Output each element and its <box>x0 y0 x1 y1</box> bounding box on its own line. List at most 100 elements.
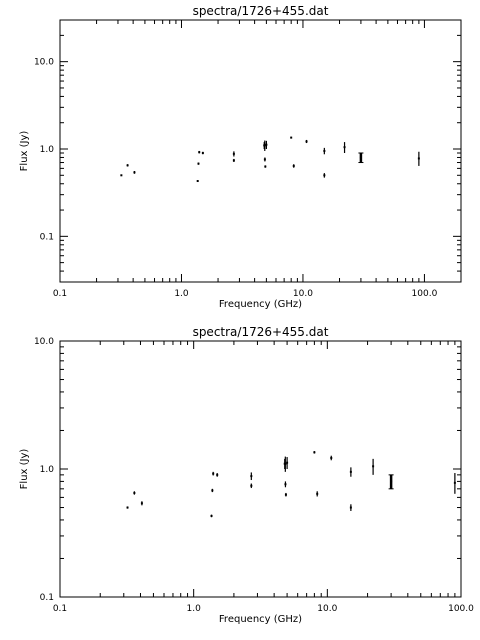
data-point <box>284 492 287 497</box>
x-tick-label: 1.0 <box>187 604 202 614</box>
point-marker <box>323 174 326 177</box>
data-point <box>198 150 201 154</box>
x-tick-label: 10.0 <box>293 289 313 299</box>
point-marker <box>349 470 352 473</box>
data-point <box>212 471 215 476</box>
data-point <box>126 164 129 167</box>
x-tick-label: 0.1 <box>53 289 67 299</box>
point-marker <box>286 461 289 464</box>
data-point <box>263 157 266 162</box>
data-point <box>201 151 204 155</box>
data-point <box>133 491 136 495</box>
point-marker <box>417 157 420 160</box>
data-point <box>140 501 143 506</box>
point-marker <box>250 475 253 478</box>
data-point <box>388 474 394 490</box>
data-point <box>250 472 253 481</box>
data-point <box>323 173 326 178</box>
data-point <box>263 140 266 151</box>
data-point <box>323 147 326 155</box>
point-marker <box>250 484 253 487</box>
data-point <box>453 473 456 494</box>
point-marker <box>232 159 235 162</box>
point-marker <box>211 489 214 492</box>
chart-title: spectra/1726+455.dat <box>193 4 329 18</box>
data-point <box>211 488 214 493</box>
data-point <box>216 473 219 477</box>
point-marker <box>265 143 268 146</box>
data-point <box>210 514 213 518</box>
data-point <box>349 504 352 511</box>
point-marker <box>284 483 287 486</box>
point-marker <box>263 144 266 147</box>
data-point <box>349 467 352 477</box>
data-point <box>316 491 319 497</box>
data-point <box>284 481 287 488</box>
data-point <box>286 457 289 469</box>
chart-title: spectra/1726+455.dat <box>193 325 329 339</box>
point-marker <box>232 152 235 155</box>
data-point <box>196 180 199 183</box>
data-point <box>358 152 364 164</box>
y-tick-label: 0.1 <box>40 232 54 242</box>
plot-frame <box>59 19 462 283</box>
x-tick-label: 100.0 <box>448 604 474 614</box>
data-point <box>330 455 333 461</box>
spectrum-panel-top: 0.1 1.0 10.0 100.0 0.1 1.0 10.0 spectra/1726+45… <box>19 4 462 310</box>
spectrum-panel-bottom: 0.1 1.0 10.0 100.0 0.1 1.0 10.0 spectra/1726+45… <box>19 325 474 625</box>
data-point <box>250 483 253 489</box>
point-marker <box>323 149 326 152</box>
y-tick-label: 10.0 <box>34 337 54 347</box>
point-marker <box>133 171 136 174</box>
point-marker <box>133 491 136 494</box>
point-marker <box>212 472 215 475</box>
y-tick-label: 1.0 <box>40 145 55 155</box>
x-tick-label: 1.0 <box>174 289 189 299</box>
data-point <box>343 142 346 153</box>
data-point <box>133 170 136 174</box>
data-point <box>290 136 293 139</box>
point-marker <box>126 506 129 509</box>
x-axis-label: Frequency (GHz) <box>219 614 302 625</box>
point-marker <box>263 158 266 161</box>
y-tick-label: 1.0 <box>40 465 55 475</box>
data-point <box>126 506 129 509</box>
y-tick-label: 0.1 <box>40 593 54 603</box>
data-point <box>292 164 295 168</box>
point-marker <box>210 514 213 517</box>
x-tick-label: 0.1 <box>53 604 67 614</box>
point-marker <box>126 164 129 167</box>
point-marker <box>216 473 219 476</box>
point-marker <box>372 465 375 468</box>
point-marker <box>305 140 308 143</box>
data-point <box>120 174 123 177</box>
x-tick-label: 10.0 <box>317 604 337 614</box>
data-point <box>305 139 308 144</box>
point-marker <box>198 151 201 154</box>
plot-frame <box>59 340 462 598</box>
y-tick-label: 10.0 <box>34 58 54 68</box>
point-marker <box>343 146 346 149</box>
x-tick-label: 100.0 <box>412 289 438 299</box>
point-marker <box>197 162 200 165</box>
point-marker <box>201 151 204 154</box>
x-axis-label: Frequency (GHz) <box>219 299 302 310</box>
data-point <box>264 165 267 168</box>
point-marker <box>330 456 333 459</box>
point-marker <box>453 481 456 484</box>
data-point <box>417 151 420 166</box>
point-marker <box>140 502 143 505</box>
data-point <box>232 158 235 162</box>
data-point <box>232 151 235 157</box>
data-point <box>313 451 316 454</box>
point-marker <box>284 462 287 465</box>
point-marker <box>292 164 295 167</box>
data-point <box>284 456 287 472</box>
data-point <box>197 162 200 165</box>
point-marker <box>264 165 267 168</box>
point-marker <box>390 480 393 483</box>
data-point <box>265 140 268 150</box>
data-point <box>372 458 375 475</box>
point-marker <box>290 136 293 139</box>
point-marker <box>349 506 352 509</box>
